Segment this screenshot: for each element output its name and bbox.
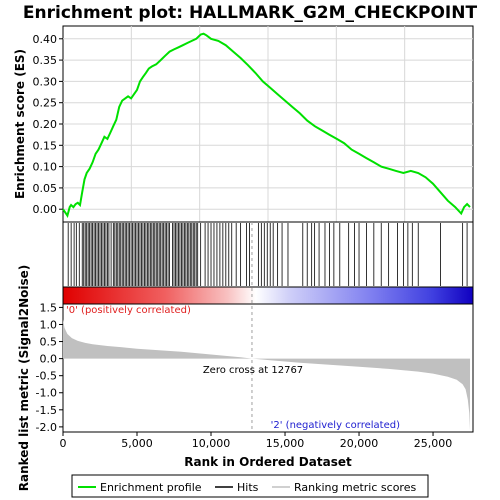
metric-y-tick-label: 0.5 xyxy=(40,336,58,349)
metric-y-tick-label: -2.0 xyxy=(36,421,57,434)
metric-y-tick-label: -0.5 xyxy=(36,370,57,383)
hit-markers xyxy=(67,223,468,286)
legend xyxy=(71,474,429,498)
es-gridlines xyxy=(63,26,473,222)
es-y-tick-label: 0.30 xyxy=(33,75,58,88)
x-tick-label: 5,000 xyxy=(121,437,153,450)
es-y-axis: 0.00 0.05 0.10 0.15 0.20 0.25 0.30 0.35 0.40 xyxy=(33,33,63,216)
x-tick-label: 0 xyxy=(60,437,67,450)
es-y-axis-label: Enrichment score (ES) xyxy=(13,49,27,199)
x-tick-label: 20,000 xyxy=(340,437,379,450)
es-y-tick-label: 0.20 xyxy=(33,118,58,131)
legend-label-hits: Hits xyxy=(237,481,259,494)
positive-correlation-label: '0' (positively correlated) xyxy=(66,305,191,316)
negative-correlation-label: '2' (negatively correlated) xyxy=(271,420,400,431)
metric-y-tick-label: 1.0 xyxy=(40,318,58,331)
es-y-tick-label: 0.35 xyxy=(33,54,58,67)
es-y-tick-label: 0.10 xyxy=(33,161,58,174)
x-axis-label: Rank in Ordered Dataset xyxy=(184,455,352,469)
metric-y-tick-label: 1.5 xyxy=(40,301,58,314)
metric-y-axis: 1.5 1.0 0.5 0.0 -0.5 -1.0 -1.5 -2.0 xyxy=(36,301,63,434)
x-tick-label: 25,000 xyxy=(414,437,453,450)
enrichment-profile-line xyxy=(62,32,471,218)
hits-panel xyxy=(62,221,474,288)
es-y-tick-label: 0.05 xyxy=(33,182,58,195)
es-y-tick-label: 0.00 xyxy=(33,203,58,216)
ranking-color-bar xyxy=(62,286,474,305)
es-y-tick-label: 0.40 xyxy=(33,33,58,46)
x-tick-label: 15,000 xyxy=(266,437,305,450)
metric-y-tick-label: 0.0 xyxy=(40,353,58,366)
x-tick-label: 10,000 xyxy=(192,437,231,450)
metric-y-tick-label: -1.5 xyxy=(36,404,57,417)
metric-y-tick-label: -1.0 xyxy=(36,387,57,400)
metric-x-axis: 0 5,000 10,000 15,000 20,000 25,000 xyxy=(60,432,453,450)
es-y-tick-label: 0.25 xyxy=(33,97,58,110)
metric-y-axis-label: Ranked list metric (Signal2Noise) xyxy=(17,265,31,492)
chart-title: Enrichment plot: HALLMARK_G2M_CHECKPOINT xyxy=(23,3,478,23)
legend-label-enrichment: Enrichment profile xyxy=(100,481,202,494)
zero-cross-label: Zero cross at 12767 xyxy=(203,365,303,376)
es-y-tick-label: 0.15 xyxy=(33,139,58,152)
legend-label-metric: Ranking metric scores xyxy=(294,481,416,494)
